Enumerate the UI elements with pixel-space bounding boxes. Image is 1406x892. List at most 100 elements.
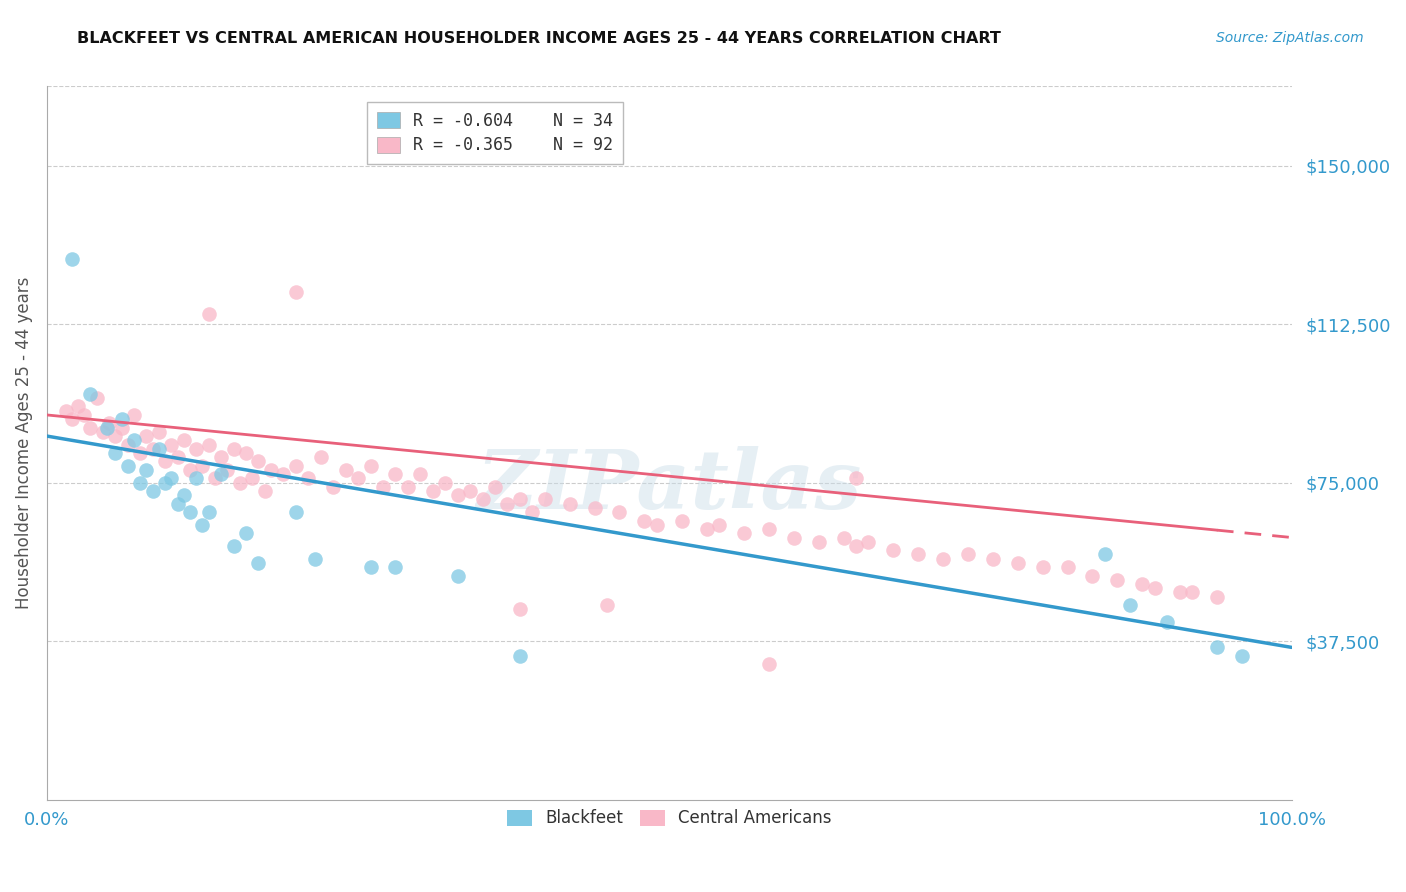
Point <box>858 534 880 549</box>
Point <box>142 442 165 456</box>
Point <box>1081 568 1104 582</box>
Point <box>1007 556 1029 570</box>
Point <box>522 505 544 519</box>
Point <box>66 400 89 414</box>
Point <box>235 526 257 541</box>
Point <box>197 437 219 451</box>
Point <box>222 539 245 553</box>
Point <box>1056 560 1078 574</box>
Point <box>284 505 307 519</box>
Point <box>135 429 157 443</box>
Point <box>79 420 101 434</box>
Point <box>191 458 214 473</box>
Point <box>1206 590 1229 604</box>
Point <box>209 450 232 465</box>
Point <box>845 539 868 553</box>
Text: Source: ZipAtlas.com: Source: ZipAtlas.com <box>1216 31 1364 45</box>
Point <box>360 458 382 473</box>
Point <box>110 420 132 434</box>
Point <box>309 450 332 465</box>
Point <box>1094 548 1116 562</box>
Point <box>186 471 208 485</box>
Point <box>758 657 780 672</box>
Point <box>1130 577 1153 591</box>
Point <box>1206 640 1229 655</box>
Point <box>96 420 118 434</box>
Point <box>179 505 201 519</box>
Point <box>558 497 581 511</box>
Point <box>129 475 152 490</box>
Point <box>204 471 226 485</box>
Point <box>1181 585 1204 599</box>
Point <box>671 514 693 528</box>
Point <box>446 488 468 502</box>
Point <box>247 556 270 570</box>
Point <box>179 463 201 477</box>
Point <box>733 526 755 541</box>
Point <box>135 463 157 477</box>
Point <box>260 463 283 477</box>
Point <box>633 514 655 528</box>
Point <box>217 463 239 477</box>
Point <box>1032 560 1054 574</box>
Point <box>160 437 183 451</box>
Point <box>173 488 195 502</box>
Point <box>166 497 188 511</box>
Point <box>104 446 127 460</box>
Point <box>1107 573 1129 587</box>
Point <box>981 551 1004 566</box>
Point <box>1168 585 1191 599</box>
Point <box>496 497 519 511</box>
Point <box>104 429 127 443</box>
Y-axis label: Householder Income Ages 25 - 44 years: Householder Income Ages 25 - 44 years <box>15 277 32 609</box>
Point <box>55 403 77 417</box>
Point <box>229 475 252 490</box>
Point <box>122 408 145 422</box>
Point <box>166 450 188 465</box>
Point <box>707 517 730 532</box>
Point <box>86 391 108 405</box>
Point <box>98 417 121 431</box>
Point <box>832 531 855 545</box>
Point <box>471 492 494 507</box>
Point <box>384 467 406 482</box>
Point <box>583 500 606 515</box>
Point <box>235 446 257 460</box>
Text: BLACKFEET VS CENTRAL AMERICAN HOUSEHOLDER INCOME AGES 25 - 44 YEARS CORRELATION : BLACKFEET VS CENTRAL AMERICAN HOUSEHOLDE… <box>77 31 1001 46</box>
Point <box>434 475 457 490</box>
Point <box>533 492 555 507</box>
Point <box>509 648 531 663</box>
Point <box>696 522 718 536</box>
Point <box>79 386 101 401</box>
Point <box>360 560 382 574</box>
Point <box>932 551 955 566</box>
Point <box>60 252 83 266</box>
Point <box>142 483 165 498</box>
Point <box>148 442 170 456</box>
Point <box>484 480 506 494</box>
Point <box>458 483 481 498</box>
Point <box>396 480 419 494</box>
Point <box>197 306 219 320</box>
Point <box>197 505 219 519</box>
Point <box>758 522 780 536</box>
Point <box>60 412 83 426</box>
Point <box>73 408 96 422</box>
Point <box>1143 581 1166 595</box>
Point <box>609 505 631 519</box>
Text: ZIPatlas: ZIPatlas <box>477 446 862 525</box>
Point <box>284 458 307 473</box>
Point <box>907 548 929 562</box>
Point <box>1230 648 1253 663</box>
Point <box>509 492 531 507</box>
Point <box>845 471 868 485</box>
Point <box>596 598 619 612</box>
Point <box>191 517 214 532</box>
Point <box>153 475 176 490</box>
Point <box>253 483 276 498</box>
Point <box>148 425 170 439</box>
Point <box>347 471 370 485</box>
Point <box>153 454 176 468</box>
Point <box>129 446 152 460</box>
Point <box>240 471 263 485</box>
